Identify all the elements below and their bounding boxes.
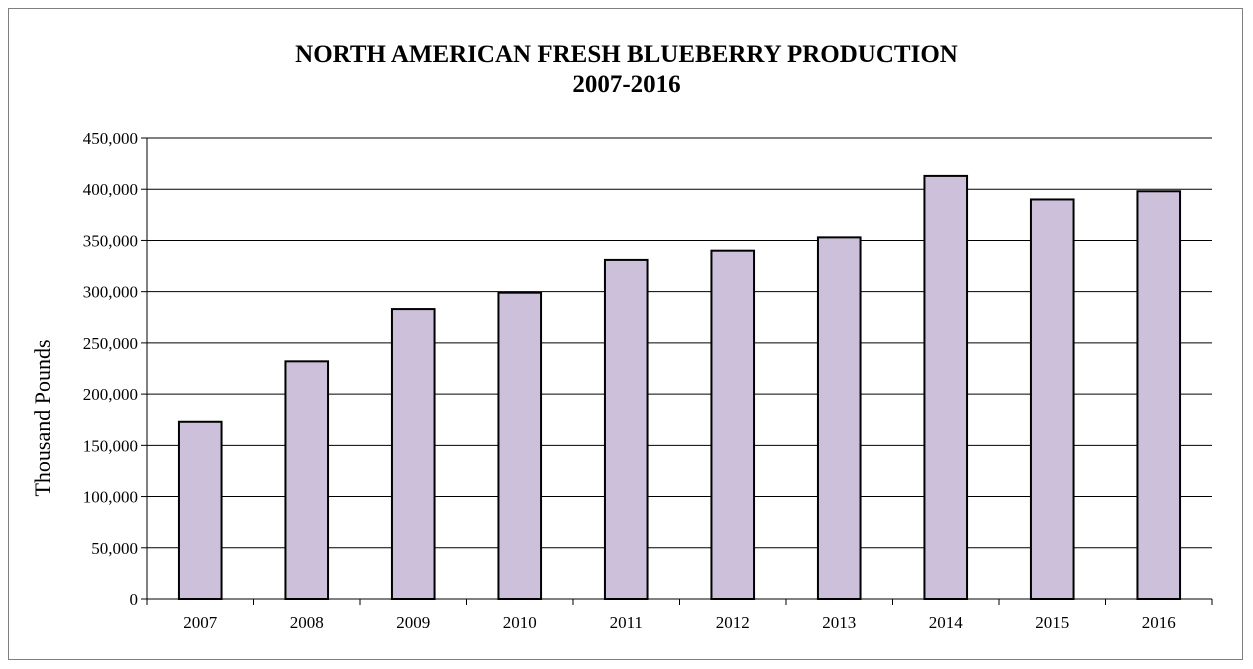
- bar-2010: [497, 291, 543, 600]
- chart-title: NORTH AMERICAN FRESH BLUEBERRY PRODUCTIO…: [0, 40, 1253, 100]
- bar-2015: [1029, 198, 1075, 600]
- bar-2007: [177, 420, 223, 600]
- bar-2016: [1136, 190, 1182, 600]
- bar-2013: [816, 236, 862, 600]
- y-tick-label: 150,000: [83, 436, 138, 455]
- y-tick-label: 100,000: [83, 488, 138, 507]
- bar-2011: [603, 258, 649, 600]
- x-tick-label: 2013: [822, 613, 856, 632]
- x-tick-label: 2008: [290, 613, 324, 632]
- x-tick-label: 2010: [503, 613, 537, 632]
- bar-2014: [923, 174, 969, 600]
- x-tick-label: 2012: [716, 613, 750, 632]
- y-tick-label: 400,000: [83, 180, 138, 199]
- bar-2012: [710, 249, 756, 600]
- bar-2008: [284, 360, 330, 600]
- y-tick-label: 350,000: [83, 231, 138, 250]
- y-tick-label: 200,000: [83, 385, 138, 404]
- x-tick-label: 2016: [1142, 613, 1176, 632]
- y-tick-label: 250,000: [83, 334, 138, 353]
- y-tick-label: 0: [130, 590, 139, 609]
- y-tick-label: 450,000: [83, 129, 138, 148]
- chart-title-line-2: 2007-2016: [572, 71, 681, 98]
- x-tick-label: 2015: [1035, 613, 1069, 632]
- y-tick-label: 50,000: [91, 539, 138, 558]
- chart-title-line-1: NORTH AMERICAN FRESH BLUEBERRY PRODUCTIO…: [295, 41, 958, 68]
- y-tick-label: 300,000: [83, 283, 138, 302]
- bar-2009: [390, 308, 436, 600]
- x-tick-label: 2007: [183, 613, 218, 632]
- x-tick-label: 2011: [610, 613, 643, 632]
- x-tick-label: 2014: [929, 613, 964, 632]
- x-tick-label: 2009: [396, 613, 430, 632]
